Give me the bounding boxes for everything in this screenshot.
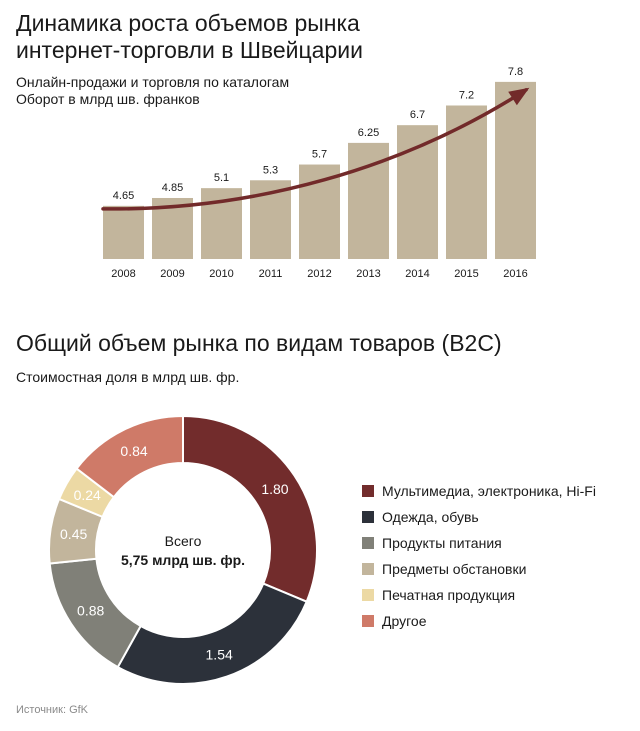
trend-arrow-head: [508, 87, 530, 106]
donut-slice-0: [182, 414, 318, 604]
legend-swatch: [362, 511, 374, 523]
legend-item: Одежда, обувь: [362, 504, 596, 530]
source-note: Источник: GfK: [16, 704, 89, 716]
legend-swatch: [362, 537, 374, 549]
donut-center-label: Всего: [165, 533, 202, 549]
x-tick-label: 2010: [209, 268, 233, 280]
legend-item: Другое: [362, 608, 596, 634]
bar-value-label: 7.8: [508, 66, 523, 78]
legend-label: Другое: [382, 613, 427, 629]
slice-value-label: 1.80: [261, 481, 288, 497]
bar-chart-subtitle-line-1: Онлайн-продажи и торговля по каталогам: [16, 74, 290, 90]
x-tick-label: 2012: [307, 268, 331, 280]
donut-center-total: 5,75 млрд шв. фр.: [121, 552, 245, 568]
x-tick-label: 2016: [503, 268, 527, 280]
donut-legend: Мультимедиа, электроника, Hi-Fi Одежда, о…: [362, 478, 596, 634]
donut-chart: 1.80 1.54 0.88 0.45 0.24 0.84 Всего 5,75 млрд ш…: [48, 414, 318, 685]
legend-swatch: [362, 589, 374, 601]
bar-value-label: 5.7: [312, 149, 327, 161]
bar-chart-title-line-1: Динамика роста объемов рынка: [16, 10, 360, 36]
legend-swatch: [362, 615, 374, 627]
slice-value-label: 0.24: [74, 487, 101, 503]
donut-slice-5: [75, 414, 184, 499]
slice-value-label: 0.88: [77, 603, 104, 619]
slice-value-label: 0.84: [120, 443, 147, 459]
slice-value-label: 1.54: [206, 646, 233, 662]
x-tick-label: 2015: [454, 268, 478, 280]
legend-item: Продукты питания: [362, 530, 596, 556]
bar-value-label: 4.65: [113, 190, 134, 202]
donut-slice-1: [116, 582, 308, 685]
x-tick-label: 2014: [405, 268, 429, 280]
x-tick-label: 2009: [160, 268, 184, 280]
x-tick-label: 2008: [111, 268, 135, 280]
pie-chart-title: Общий объем рынка по видам товаров (B2C): [16, 330, 502, 356]
legend-item: Печатная продукция: [362, 582, 596, 608]
bar-2008: [103, 205, 144, 259]
bar-chart-title-line-2: интернет-торговли в Швейцарии: [16, 37, 363, 63]
slice-value-label: 0.45: [60, 526, 87, 542]
x-tick-label: 2011: [259, 268, 283, 280]
bar-value-label: 5.3: [263, 164, 278, 176]
x-tick-label: 2013: [356, 268, 380, 280]
bar-value-label: 6.25: [358, 127, 379, 139]
legend-label: Предметы обстановки: [382, 561, 527, 577]
legend-item: Предметы обстановки: [362, 556, 596, 582]
bar-2015: [446, 105, 487, 259]
legend-label: Продукты питания: [382, 535, 502, 551]
legend-swatch: [362, 485, 374, 497]
bar-2016: [495, 81, 536, 259]
legend-label: Мультимедиа, электроника, Hi-Fi: [382, 483, 596, 499]
bar-chart-subtitle: Онлайн-продажи и торговля по каталогам О…: [16, 74, 289, 108]
bar-value-label: 5.1: [214, 172, 229, 184]
bar-value-label: 4.85: [162, 182, 183, 194]
bar-chart: 4.65 2008 4.85 2009 5.1 2010 5.3 2011 5.7 2012 6.2…: [101, 66, 536, 280]
trend-arrow: [101, 88, 528, 211]
bar-chart-subtitle-line-2: Оборот в млрд шв. франков: [16, 91, 200, 107]
bar-2014: [397, 125, 438, 259]
bar-chart-title: Динамика роста объемов рынка интернет-то…: [16, 10, 363, 64]
pie-chart-subtitle: Стоимостная доля в млрд шв. фр.: [16, 369, 240, 385]
legend-label: Печатная продукция: [382, 587, 516, 603]
legend-swatch: [362, 563, 374, 575]
legend-label: Одежда, обувь: [382, 509, 479, 525]
bar-value-label: 6.7: [410, 109, 425, 121]
bar-value-label: 7.2: [459, 89, 474, 101]
legend-item: Мультимедиа, электроника, Hi-Fi: [362, 478, 596, 504]
